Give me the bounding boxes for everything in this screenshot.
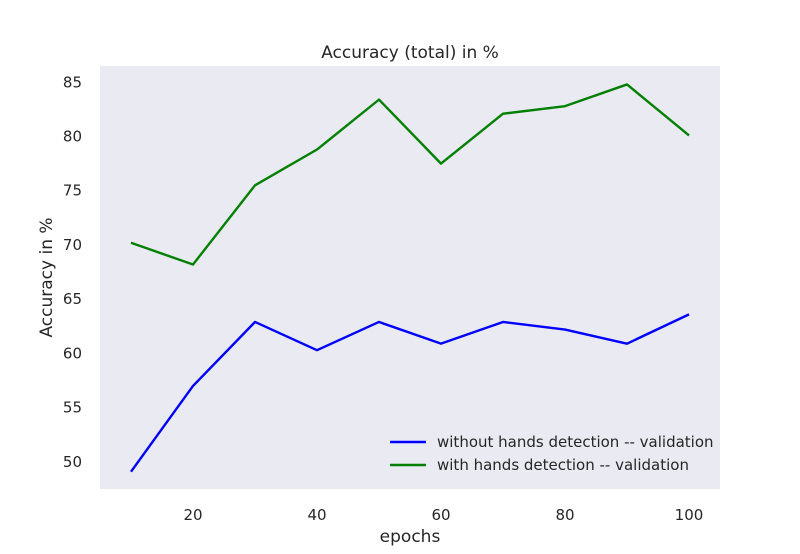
- legend: without hands detection -- validation wi…: [390, 433, 714, 474]
- y-tick-label: 75: [63, 182, 82, 200]
- y-tick-label: 85: [63, 73, 82, 91]
- y-tick-labels: 50 55 60 65 70 75 80 85: [63, 73, 82, 471]
- x-axis-label: epochs: [380, 527, 441, 547]
- y-tick-label: 70: [63, 236, 82, 254]
- series-line-without-hands: [130, 313, 690, 473]
- x-tick-label: 20: [183, 506, 202, 524]
- y-tick-label: 65: [63, 290, 82, 308]
- x-tick-label: 60: [431, 506, 450, 524]
- y-tick-label: 55: [63, 399, 82, 417]
- x-tick-label: 40: [307, 506, 326, 524]
- plot-area: [100, 66, 720, 489]
- y-tick-label: 50: [63, 453, 82, 471]
- y-axis-label: Accuracy in %: [37, 217, 57, 337]
- y-tick-label: 80: [63, 128, 82, 146]
- lines-layer: [130, 83, 690, 473]
- series-line-with-hands: [130, 83, 690, 266]
- x-tick-label: 80: [555, 506, 574, 524]
- legend-label-with-hands: with hands detection -- validation: [437, 456, 689, 474]
- y-tick-label: 60: [63, 344, 82, 362]
- legend-label-without-hands: without hands detection -- validation: [437, 433, 714, 451]
- x-tick-labels: 20 40 60 80 100: [183, 506, 703, 524]
- x-tick-label: 100: [675, 506, 704, 524]
- chart-title: Accuracy (total) in %: [321, 43, 499, 63]
